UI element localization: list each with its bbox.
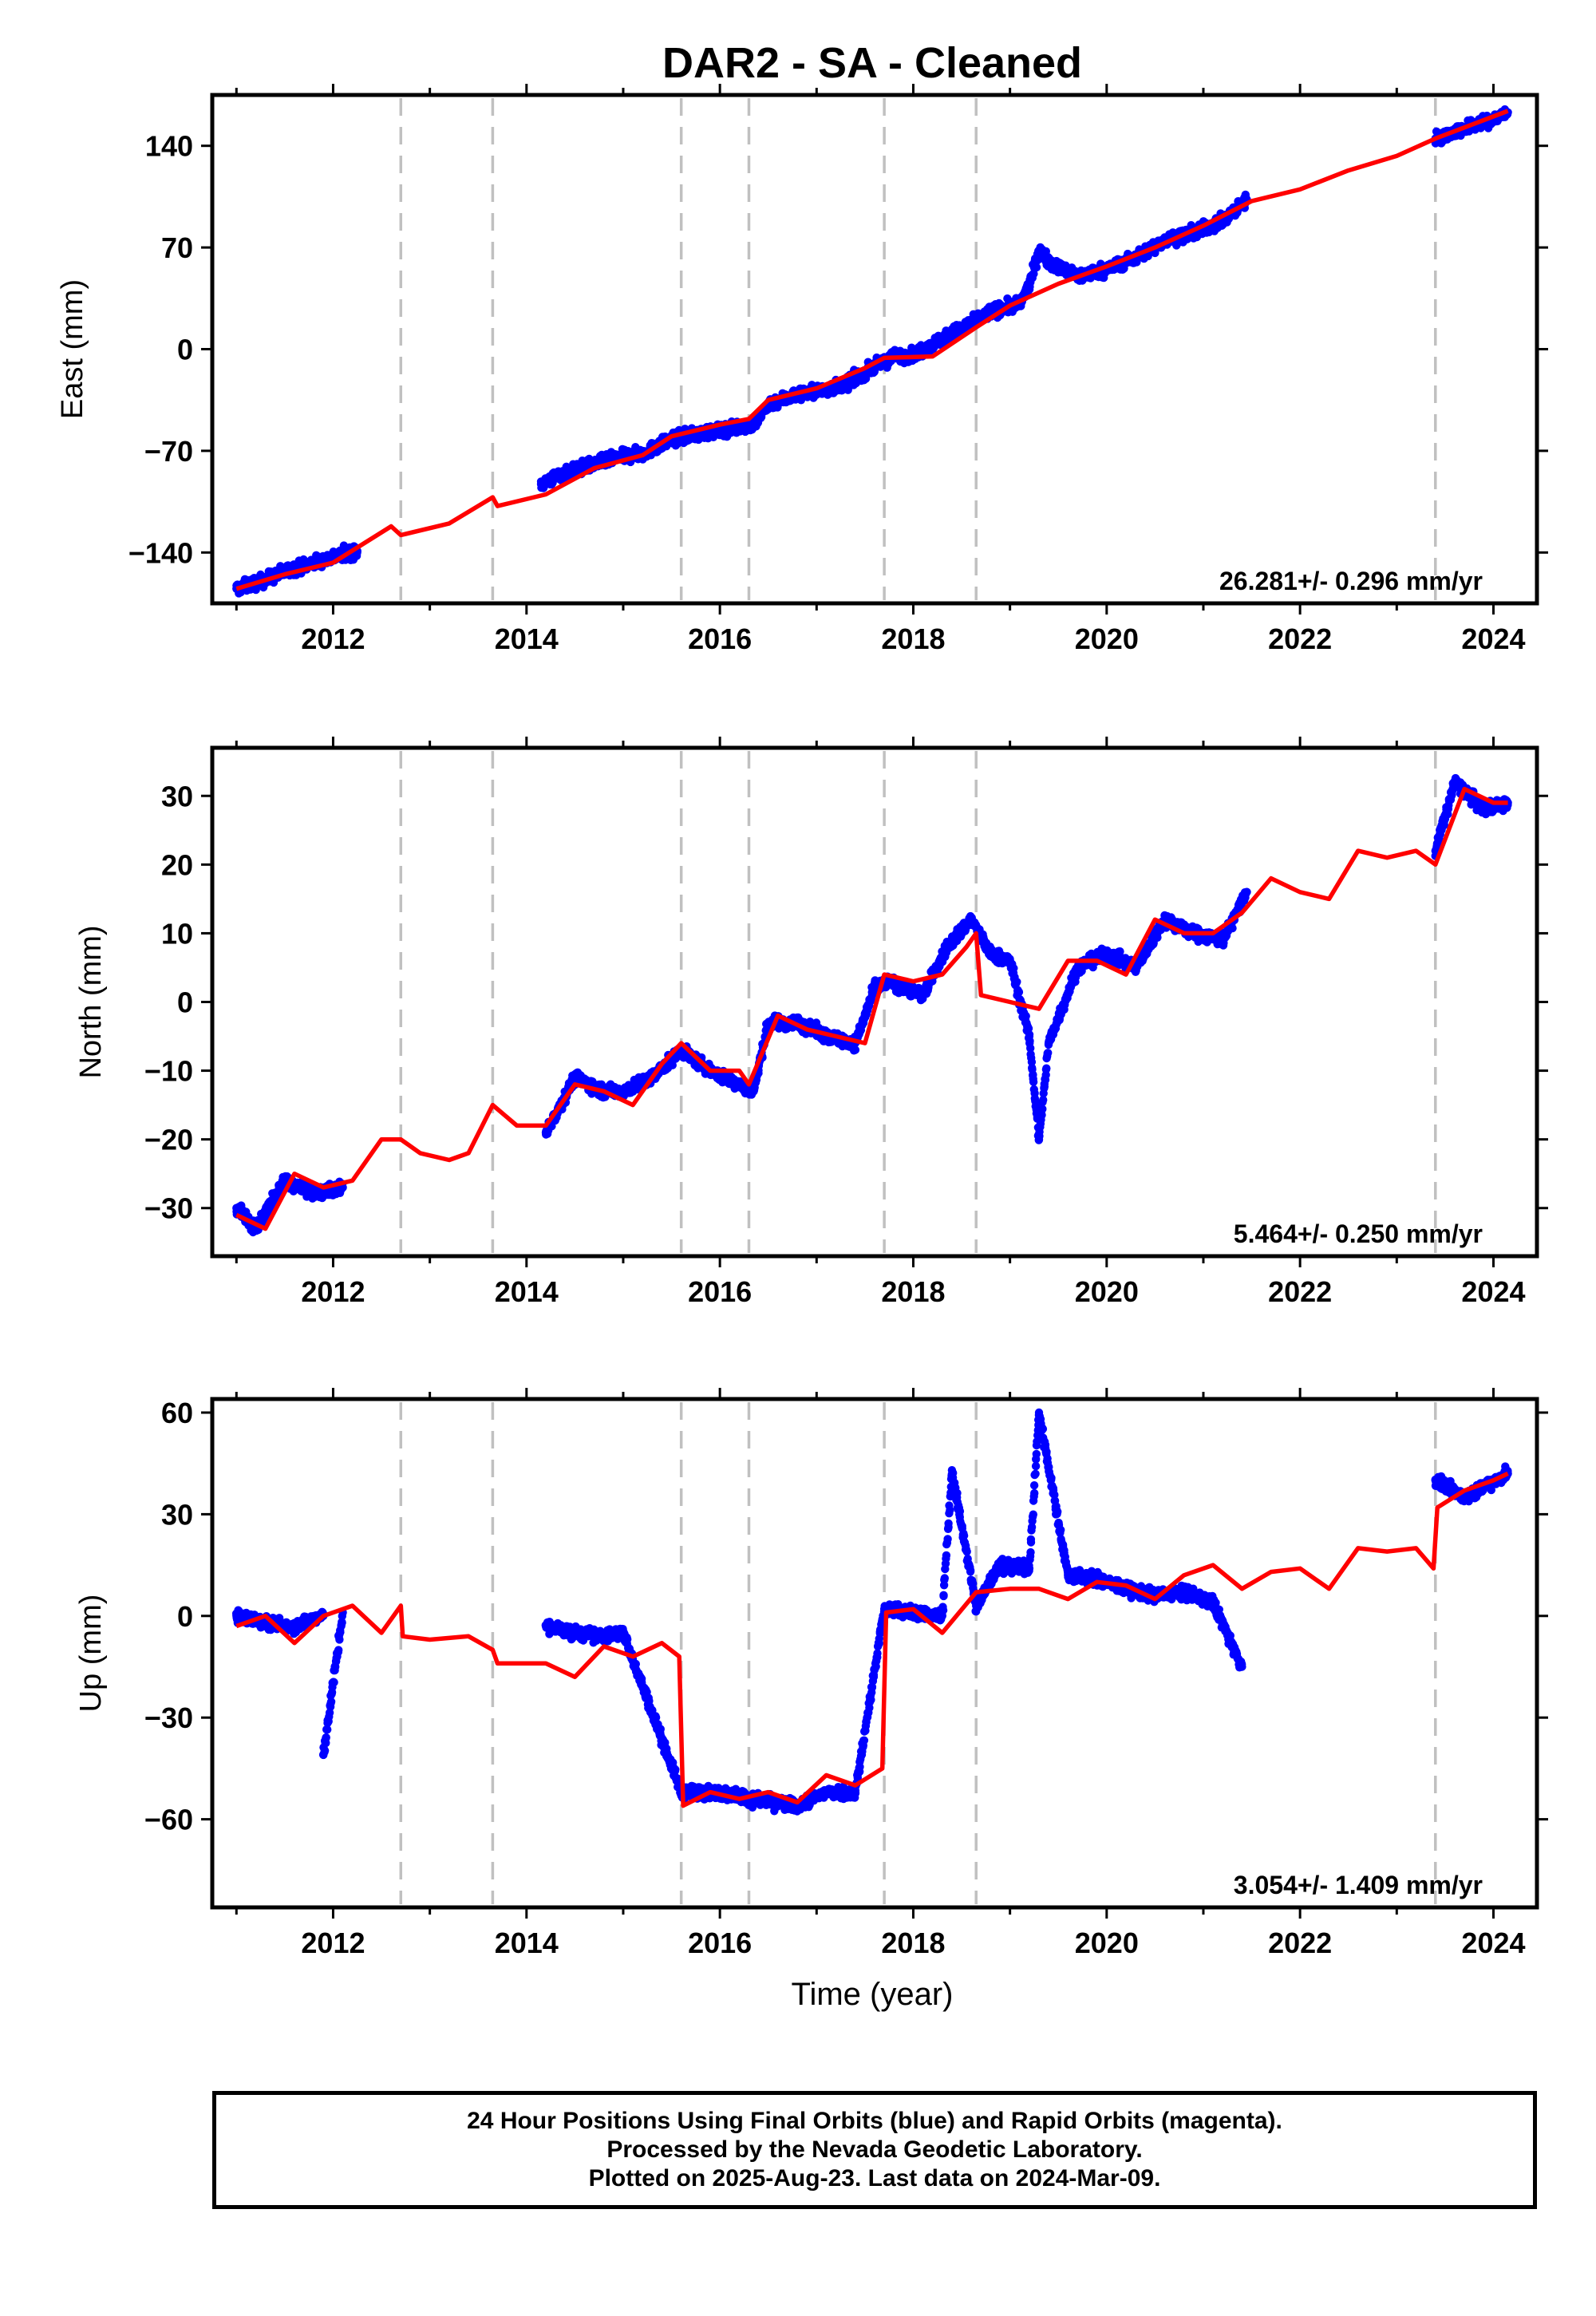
east-xtick-label: 2014 — [495, 622, 559, 655]
east-anchor-point-25 — [967, 318, 976, 327]
north-anchor-point-21 — [942, 943, 952, 951]
north-rate-label: 5.464+/- 0.250 mm/yr — [1234, 1219, 1483, 1248]
north-point — [1027, 1057, 1037, 1066]
east-anchor-point-7 — [561, 468, 570, 477]
north-point — [1040, 1082, 1049, 1091]
north-anchor-point-12 — [735, 1080, 744, 1089]
north-anchor-point-8 — [618, 1087, 628, 1096]
north-point — [1228, 923, 1237, 933]
north-anchor-point-34 — [1242, 887, 1251, 897]
north-y-axis-title: North (mm) — [74, 925, 108, 1078]
north-anchor-point-33 — [1219, 935, 1227, 945]
east-y-axis-title: East (mm) — [56, 279, 89, 419]
north-ytick-label: −10 — [144, 1055, 193, 1088]
north-point — [1009, 964, 1018, 973]
east-xtick-label: 2018 — [881, 622, 945, 655]
north-point — [1042, 1064, 1051, 1073]
north-anchor-point-28 — [1073, 963, 1082, 972]
east-xtick-label: 2022 — [1268, 622, 1332, 655]
north-xtick-label: 2018 — [881, 1275, 945, 1308]
north-point — [1116, 947, 1124, 956]
east-anchor-point-6 — [536, 480, 546, 488]
east-panel: −140 −70 0 70 140 2012 2014 2016 2018 2020 2022 202… — [56, 84, 1548, 655]
north-anchor-point-14 — [764, 1018, 772, 1027]
north-xtick-label: 2012 — [301, 1275, 365, 1308]
north-xtick-label: 2024 — [1461, 1275, 1525, 1308]
north-xtick-label: 2016 — [688, 1275, 752, 1308]
north-point — [1014, 987, 1024, 997]
north-anchor-point-18 — [870, 984, 879, 993]
north-anchor-point-29 — [1102, 950, 1112, 958]
north-point — [1026, 1044, 1035, 1053]
north-anchor-point-36 — [1450, 777, 1460, 787]
east-anchor-point-13 — [725, 425, 734, 433]
north-point — [1021, 1012, 1030, 1021]
north-ytick-label: 0 — [177, 986, 193, 1019]
north-anchor-point-37 — [1479, 805, 1488, 814]
north-ytick-label: 30 — [161, 780, 193, 812]
north-ytick-label: 20 — [161, 848, 193, 881]
east-model-line — [235, 109, 1509, 591]
north-anchor-point-0 — [232, 1203, 241, 1212]
north-anchor-point-24 — [1005, 956, 1014, 966]
north-point — [1038, 1105, 1047, 1113]
north-anchor-point-2 — [280, 1176, 290, 1185]
north-panel: −30 −20 −10 0 10 20 30 2012 2014 2016 2018 2020 2022… — [74, 737, 1548, 1308]
east-point — [1032, 263, 1041, 272]
east-anchor-point-23 — [918, 345, 927, 354]
north-point — [1440, 820, 1449, 830]
north-point — [1044, 1049, 1053, 1057]
north-anchor-point-19 — [885, 977, 894, 986]
north-anchor-point-6 — [571, 1073, 579, 1082]
east-ytick-label: −70 — [144, 435, 193, 468]
north-point — [851, 1045, 860, 1054]
east-rate-label: 26.281+/- 0.296 mm/yr — [1219, 567, 1483, 595]
north-point — [1029, 1077, 1038, 1086]
north-model-line — [235, 786, 1508, 1231]
north-anchor-point-5 — [541, 1128, 551, 1137]
north-point — [1037, 1111, 1046, 1120]
north-anchor-point-3 — [310, 1190, 318, 1199]
chart-title: DAR2 - SA - Cleaned — [662, 39, 1082, 87]
east-ytick-label: 70 — [161, 231, 193, 264]
north-anchor-point-27 — [1044, 1038, 1053, 1048]
north-anchor-point-22 — [967, 915, 976, 924]
east-xtick-label: 2024 — [1461, 622, 1525, 655]
north-anchor-point-30 — [1132, 963, 1140, 972]
east-xtick-label: 2020 — [1075, 622, 1139, 655]
east-anchor-point-26 — [986, 307, 995, 316]
east-plot-frame — [210, 93, 1539, 606]
east-anchor-point-19 — [846, 377, 855, 385]
east-anchor-point-29 — [1034, 246, 1044, 255]
east-xtick-label: 2012 — [301, 622, 365, 655]
east-anchor-point-28 — [1025, 281, 1034, 290]
north-anchor-point-20 — [918, 990, 927, 1000]
north-ytick-label: −20 — [144, 1124, 193, 1156]
north-point — [1013, 978, 1021, 986]
north-point — [1039, 1096, 1048, 1105]
east-ytick-label: 140 — [145, 130, 193, 163]
north-observed-points — [232, 773, 1512, 1237]
north-anchor-point-23 — [986, 950, 995, 958]
north-xtick-label: 2022 — [1268, 1275, 1332, 1308]
east-xtick-label: 2016 — [688, 622, 752, 655]
east-anchor-point-30 — [1049, 260, 1058, 270]
north-anchor-point-25 — [1025, 1032, 1034, 1041]
east-anchor-point-18 — [822, 385, 831, 394]
east-anchor-point-24 — [942, 331, 952, 341]
east-ytick-label: 0 — [177, 334, 193, 366]
north-anchor-point-13 — [749, 1087, 758, 1096]
north-point — [1153, 933, 1162, 943]
east-observed-points — [232, 105, 1512, 598]
north-anchor-point-35 — [1431, 846, 1440, 856]
north-xtick-label: 2020 — [1075, 1275, 1139, 1308]
east-anchor-point-15 — [749, 421, 758, 431]
north-anchor-point-26 — [1034, 1135, 1044, 1144]
north-xtick-label: 2014 — [495, 1275, 559, 1308]
north-ytick-label: −30 — [144, 1192, 193, 1225]
north-ytick-label: 10 — [161, 917, 193, 950]
east-ytick-label: −140 — [128, 536, 193, 569]
